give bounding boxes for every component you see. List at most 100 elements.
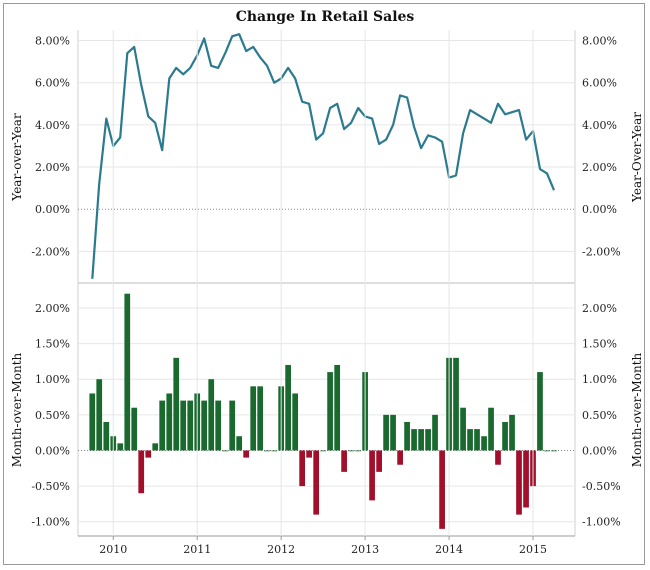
yoy-left-tick-label: 4.00% [35, 119, 70, 132]
mom-bar [376, 450, 382, 472]
mom-bar [236, 436, 243, 451]
mom-bar [103, 421, 110, 451]
mom-bar [299, 450, 306, 487]
mom-bar [404, 421, 410, 451]
yoy-right-axis-title: Year-Over-Year [630, 112, 644, 203]
yoy-left-tick-label: 0.00% [35, 203, 70, 216]
mom-bar [243, 450, 250, 458]
mom-bar [411, 429, 417, 451]
mom-right-tick-label: 2.00% [582, 302, 617, 315]
mom-bar [537, 372, 543, 451]
yoy-left-tick-label: 2.00% [35, 161, 70, 174]
mom-bar [166, 393, 173, 451]
mom-bar [292, 393, 299, 451]
mom-bar [495, 450, 501, 465]
mom-left-tick-label: 1.50% [35, 338, 70, 351]
mom-bar [327, 372, 333, 451]
yoy-right-tick-label: 4.00% [582, 119, 617, 132]
mom-right-axis-title: Month-over-Month [630, 352, 644, 467]
mom-bar [320, 450, 326, 452]
mom-right-tick-label: 0.00% [582, 444, 617, 457]
mom-bar [187, 400, 194, 451]
x-tick-label: 2012 [267, 543, 295, 556]
mom-bar [390, 414, 396, 451]
mom-bar [467, 429, 473, 451]
mom-bar [516, 450, 522, 515]
mom-bar [453, 357, 459, 451]
x-tick-label: 2015 [519, 543, 547, 556]
yoy-right-tick-label: 2.00% [582, 161, 617, 174]
mom-bar [89, 393, 96, 451]
mom-right-tick-label: -0.50% [582, 480, 621, 493]
mom-bar [418, 429, 424, 451]
mom-right-tick-label: -1.00% [582, 516, 621, 529]
mom-left-tick-label: -1.00% [31, 516, 70, 529]
yoy-right-tick-label: 8.00% [582, 35, 617, 48]
mom-left-tick-label: 2.00% [35, 302, 70, 315]
mom-bar [222, 450, 229, 452]
mom-bar [369, 450, 375, 501]
mom-bar [432, 414, 438, 451]
mom-right-tick-label: 1.00% [582, 373, 617, 386]
mom-bar [152, 443, 159, 451]
x-tick-label: 2013 [351, 543, 379, 556]
x-axis: 2010 2011 2012 2013 2014 2015 [78, 30, 575, 556]
mom-bar [285, 364, 291, 451]
mom-bar [96, 379, 103, 451]
mom-right-tick-label: 1.50% [582, 338, 617, 351]
mom-bar [257, 386, 264, 451]
mom-bar [138, 450, 145, 494]
mom-bar [474, 429, 480, 451]
mom-bar [313, 450, 320, 515]
mom-bar [201, 400, 208, 451]
yoy-right-tick-label: 6.00% [582, 77, 617, 90]
x-tick-label: 2011 [183, 543, 211, 556]
mom-right-tick-label: 0.50% [582, 409, 617, 422]
mom-bar [348, 450, 354, 452]
chart-title: Change In Retail Sales [236, 9, 415, 25]
mom-bar [355, 450, 361, 452]
mom-bar [271, 450, 278, 452]
mom-bar [544, 450, 550, 452]
mom-bar [208, 379, 215, 451]
yoy-left-tick-label: 6.00% [35, 77, 70, 90]
mom-bar [131, 407, 138, 451]
yoy-left-axis-title: Year-over-Year [10, 113, 24, 202]
mom-bar [341, 450, 347, 472]
yoy-left-tick-label: 8.00% [35, 35, 70, 48]
mom-bar [502, 421, 508, 451]
mom-bar [509, 414, 515, 451]
x-tick-label: 2014 [435, 543, 463, 556]
mom-bar [173, 357, 180, 451]
mom-left-tick-label: -0.50% [31, 480, 70, 493]
x-tick-label: 2010 [99, 543, 127, 556]
mom-bar [551, 450, 557, 452]
mom-bar [124, 293, 131, 451]
yoy-right-tick-label: -2.00% [582, 245, 621, 258]
mom-bar [306, 450, 312, 458]
mom-bar [383, 414, 389, 451]
mom-bar [439, 450, 445, 529]
mom-bar [425, 429, 431, 451]
mom-left-tick-label: 1.00% [35, 373, 70, 386]
mom-left-tick-label: 0.00% [35, 444, 70, 457]
mom-bar [215, 400, 222, 451]
mom-bar [460, 407, 466, 451]
mom-bar [145, 450, 152, 458]
mom-bar [180, 400, 187, 451]
mom-bar [488, 407, 494, 451]
mom-bar [481, 436, 487, 451]
mom-bar [159, 400, 166, 451]
mom-left-axis-title: Month-over-Month [10, 352, 24, 467]
yoy-series-line [91, 33, 556, 279]
yoy-right-tick-label: 0.00% [582, 203, 617, 216]
mom-bar [523, 450, 529, 508]
yoy-panel: 8.00% 8.00%6.00% 6.00%4.00% 4.00%2.00% 2.00%… [31, 30, 621, 536]
chart-frame [3, 3, 645, 565]
mom-panel: 2.00% 2.00% 1.50% 1.50% 1.00% 1.00% 0.50% 0.50%… [31, 293, 621, 529]
mom-bar [229, 400, 236, 451]
mom-bar [397, 450, 403, 465]
mom-bar [117, 443, 124, 451]
mom-left-tick-label: 0.50% [35, 409, 70, 422]
